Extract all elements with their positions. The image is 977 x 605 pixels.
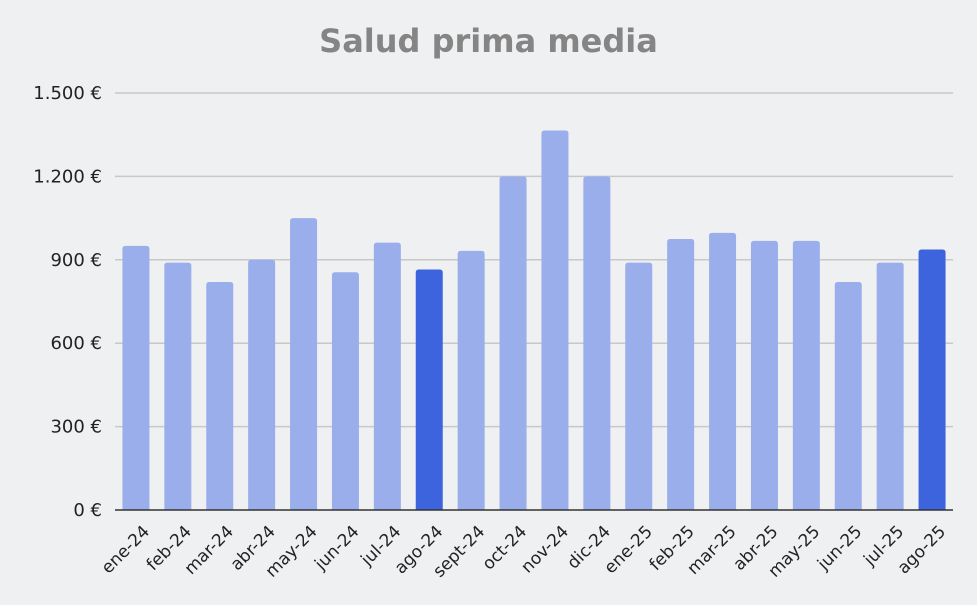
y-tick-label: 1.200 € — [33, 166, 102, 187]
y-tick-labels: 0 € 300 € 600 € 900 € 1.200 € 1.500 € — [33, 83, 102, 521]
bar-ene-24 — [122, 245, 150, 510]
bars — [122, 130, 946, 511]
bar-jun-24 — [331, 272, 359, 510]
bar-abr-25 — [750, 240, 778, 510]
bar-mar-25 — [709, 232, 737, 511]
gridlines — [115, 92, 953, 428]
bar-jul-24 — [373, 242, 401, 510]
x-tick-label: jun-24 — [310, 522, 363, 575]
bar-ene-25 — [625, 262, 653, 510]
y-tick-label: 300 € — [50, 417, 102, 438]
y-tick-label: 900 € — [50, 250, 102, 271]
x-tick-labels: ene-24feb-24mar-24abr-24may-24jun-24jul-… — [98, 522, 950, 582]
bar-oct-24 — [499, 176, 527, 510]
bar-feb-24 — [164, 262, 192, 510]
bar-ago-25 — [918, 249, 946, 510]
bar-may-25 — [792, 240, 820, 510]
y-tick-label: 600 € — [50, 333, 102, 354]
bar-mar-24 — [206, 282, 234, 510]
y-tick-label: 1.500 € — [33, 83, 102, 104]
bar-abr-24 — [248, 259, 276, 510]
bar-jun-25 — [834, 282, 862, 510]
chart-title: Salud prima media — [319, 22, 658, 60]
x-tick-label: ene-24 — [98, 522, 154, 578]
bar-jul-25 — [876, 262, 904, 510]
x-tick-label: jun-25 — [813, 522, 866, 575]
bar-nov-24 — [541, 130, 569, 510]
bar-feb-25 — [667, 238, 695, 510]
bar-ago-24 — [415, 269, 443, 510]
x-tick-label: nov-24 — [517, 522, 573, 578]
y-tick-label: 0 € — [73, 500, 102, 521]
bar-may-24 — [290, 218, 318, 510]
bar-dic-24 — [583, 176, 611, 510]
bar-sept-24 — [457, 250, 485, 511]
